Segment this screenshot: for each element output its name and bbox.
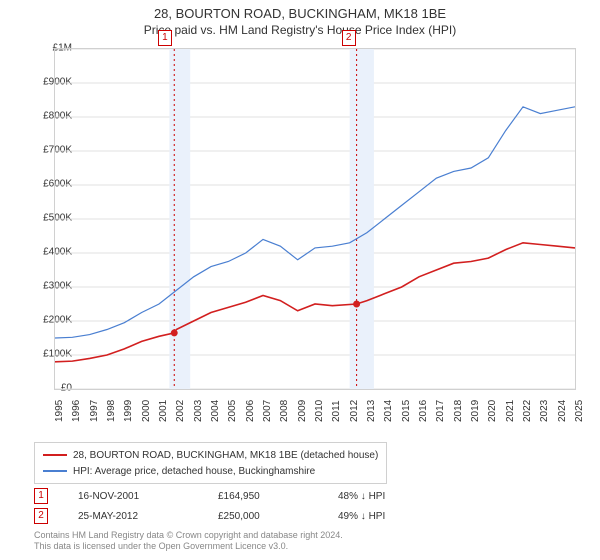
x-tick-label: 2014 [383, 400, 394, 422]
x-tick-label: 2011 [331, 400, 342, 422]
sale-pct: 49% ↓ HPI [338, 511, 385, 522]
sale-marker-box: 2 [34, 508, 48, 524]
x-tick-label: 2025 [574, 400, 585, 422]
x-tick-label: 2002 [175, 400, 186, 422]
x-tick-label: 2004 [210, 400, 221, 422]
legend: 28, BOURTON ROAD, BUCKINGHAM, MK18 1BE (… [34, 442, 387, 484]
legend-label: HPI: Average price, detached house, Buck… [73, 466, 315, 477]
chart-plot-area [54, 48, 576, 390]
title-line2: Price paid vs. HM Land Registry's House … [0, 23, 600, 37]
x-tick-label: 2016 [418, 400, 429, 422]
legend-label: 28, BOURTON ROAD, BUCKINGHAM, MK18 1BE (… [73, 450, 378, 461]
x-tick-label: 2015 [401, 400, 412, 422]
sale-row: 1 16-NOV-2001 £164,950 48% ↓ HPI [34, 486, 385, 506]
x-tick-label: 2010 [314, 400, 325, 422]
legend-row: HPI: Average price, detached house, Buck… [43, 463, 378, 479]
x-tick-label: 2018 [453, 400, 464, 422]
x-tick-label: 2023 [539, 400, 550, 422]
sale-date: 16-NOV-2001 [78, 491, 188, 502]
sale-price: £250,000 [218, 511, 308, 522]
x-tick-label: 2007 [262, 400, 273, 422]
x-tick-label: 2003 [193, 400, 204, 422]
x-tick-label: 2001 [158, 400, 169, 422]
x-tick-label: 1999 [123, 400, 134, 422]
x-tick-label: 2020 [487, 400, 498, 422]
x-tick-label: 2009 [297, 400, 308, 422]
title-block: 28, BOURTON ROAD, BUCKINGHAM, MK18 1BE P… [0, 0, 600, 37]
chart-svg [55, 49, 575, 389]
chart-container: 28, BOURTON ROAD, BUCKINGHAM, MK18 1BE P… [0, 0, 600, 560]
legend-swatch [43, 470, 67, 472]
legend-row: 28, BOURTON ROAD, BUCKINGHAM, MK18 1BE (… [43, 447, 378, 463]
x-tick-label: 2013 [366, 400, 377, 422]
x-tick-label: 2005 [227, 400, 238, 422]
x-tick-label: 2019 [470, 400, 481, 422]
marker-box: 2 [342, 30, 356, 46]
footer-line2: This data is licensed under the Open Gov… [34, 541, 343, 552]
sale-row: 2 25-MAY-2012 £250,000 49% ↓ HPI [34, 506, 385, 526]
title-line1: 28, BOURTON ROAD, BUCKINGHAM, MK18 1BE [0, 6, 600, 21]
footer: Contains HM Land Registry data © Crown c… [34, 530, 343, 552]
sale-pct: 48% ↓ HPI [338, 491, 385, 502]
x-tick-label: 2024 [557, 400, 568, 422]
x-tick-label: 2017 [435, 400, 446, 422]
legend-swatch [43, 454, 67, 456]
x-tick-label: 2022 [522, 400, 533, 422]
x-tick-label: 1996 [71, 400, 82, 422]
x-tick-label: 1997 [89, 400, 100, 422]
sale-marker-box: 1 [34, 488, 48, 504]
sale-date: 25-MAY-2012 [78, 511, 188, 522]
x-tick-label: 1995 [54, 400, 65, 422]
x-tick-label: 2008 [279, 400, 290, 422]
x-tick-label: 2000 [141, 400, 152, 422]
sale-price: £164,950 [218, 491, 308, 502]
sales-table: 1 16-NOV-2001 £164,950 48% ↓ HPI 2 25-MAY-201… [34, 486, 385, 526]
x-tick-label: 2021 [505, 400, 516, 422]
x-tick-label: 1998 [106, 400, 117, 422]
marker-box: 1 [158, 30, 172, 46]
x-tick-label: 2012 [349, 400, 360, 422]
x-tick-label: 2006 [245, 400, 256, 422]
footer-line1: Contains HM Land Registry data © Crown c… [34, 530, 343, 541]
